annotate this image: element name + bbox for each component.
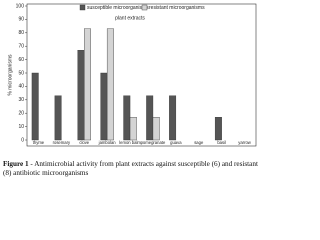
x-tick-label: clove [79,140,89,145]
y-tick-label: 40 [18,84,24,90]
y-tick-label: 20 [18,111,24,117]
y-tick-label: 50 [18,70,24,76]
legend-swatch [79,4,86,11]
bar [54,95,62,141]
x-tick-label: pomegranate [141,140,166,145]
bar [77,50,85,141]
caption-label: Figure 1 [3,160,29,168]
chart: plant extracts % microorganisms 0 10 20 30 4… [7,3,257,147]
x-tick-label: guava [170,140,182,145]
x-tick-label: yarrow [238,140,252,145]
bar [169,95,177,141]
bar [123,95,131,141]
y-axis-label: % microorganisms [7,54,13,96]
legend-swatch [141,4,148,11]
bar [31,72,39,141]
x-tick-label: lemon balm [119,140,141,145]
x-tick-label: jambolan [98,140,117,145]
x-tick-label: rosemary [53,140,71,145]
caption: Figure 1 - Antimicrobial activity from p… [3,160,258,178]
caption-text: - Antimicrobial activity from plant extr… [3,160,258,177]
bar [129,117,137,141]
legend-label: resistant microorganisms [149,5,205,11]
y-tick-label: 90 [18,17,24,23]
x-tick-label: thyme [33,140,45,145]
bar [106,28,114,141]
x-tick-label: basil [217,140,226,145]
bar [146,95,154,141]
bar [84,28,91,141]
y-tick-label: 0 [21,137,24,143]
bar [152,117,160,141]
y-tick-label: 70 [18,44,24,50]
plot-frame [26,3,257,147]
bar [100,72,108,141]
x-axis-label: plant extracts [115,15,145,21]
y-tick-label: 80 [18,30,24,36]
bar [214,117,222,141]
y-tick-label: 10 [18,124,24,130]
legend-label: susceptible microorganisms [87,5,149,11]
page: {"chart_data": {"type": "bar", "x_label"… [3,3,258,178]
y-tick-label: 100 [16,3,25,9]
y-tick-label: 60 [18,57,24,63]
y-tick-label: 30 [18,97,24,103]
x-tick-label: sage [194,140,204,145]
